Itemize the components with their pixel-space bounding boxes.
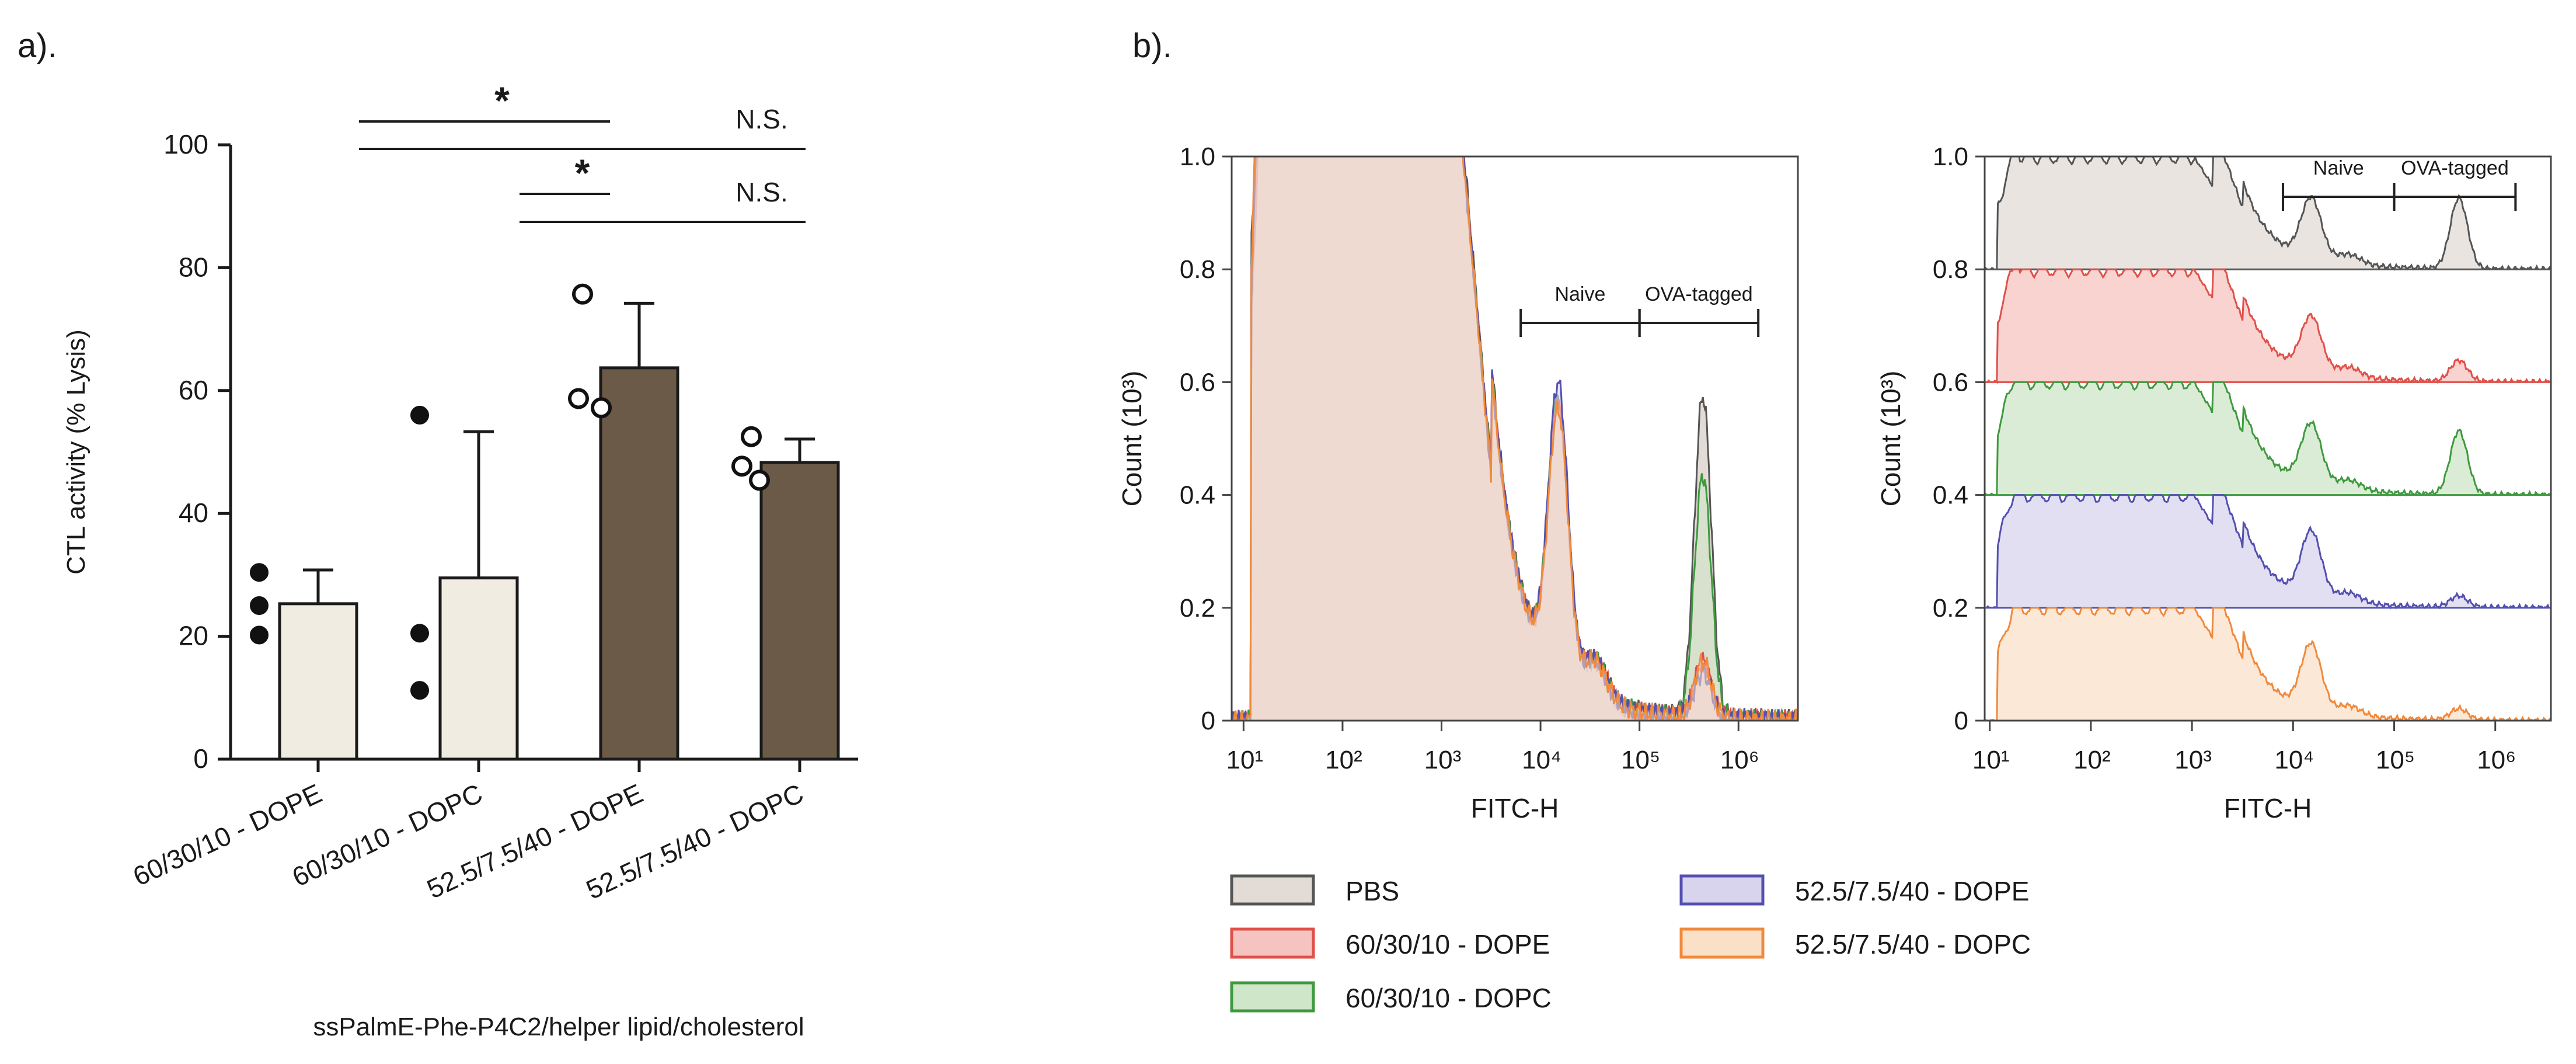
y-tick-label: 0 (1201, 707, 1215, 735)
overlay-histogram-panel: Naive OVA-tagged 10¹ 10² 10³ 10⁴ 10⁵ 10⁶ 00.20… (1117, 142, 1799, 823)
gates: Naive OVA-tagged (1519, 283, 1760, 337)
x-axis-ticks: 10¹ 10² 10³ 10⁴ 10⁵ 10⁶ (1972, 721, 2516, 774)
data-point (749, 470, 770, 491)
y-tick-label: 1.0 (1180, 142, 1215, 171)
bars (278, 301, 840, 761)
y-tick-label: 0.6 (1180, 368, 1215, 397)
y-tick-label: 80 (179, 252, 208, 282)
y-tick-label: 60 (179, 375, 208, 405)
histogram-series-area (1985, 157, 2551, 272)
x-tick-label: 10⁵ (1621, 746, 1660, 774)
gate-label: OVA-tagged (1645, 283, 1753, 305)
bar (278, 602, 358, 761)
data-point (250, 563, 269, 582)
data-point (741, 426, 762, 447)
stacked-histogram-panel: Naive OVA-tagged 10¹ 10² 10³ 10⁴ 10⁵ 10⁶ 00.20… (1876, 142, 2552, 823)
data-point (731, 455, 752, 477)
legend-label: 52.5/7.5/40 - DOPE (1795, 876, 2029, 906)
x-tick-label: 10⁵ (2376, 746, 2415, 774)
data-point (250, 625, 269, 645)
bar (759, 461, 840, 761)
data-point (410, 624, 429, 643)
histogram-series-area (1985, 268, 2551, 384)
histogram-series-area (1232, 157, 1798, 721)
data-point (410, 405, 429, 425)
x-tick-label: 10² (1325, 746, 1362, 774)
y-tick-label: 0.2 (1933, 594, 1968, 623)
legend-swatch (1230, 981, 1315, 1013)
y-axis-ticks: 0 0.2 0.4 0.6 0.8 1.0 (1180, 142, 1232, 735)
data-point (568, 388, 589, 409)
significance-annotations: * N.S. * N.S. (359, 79, 806, 223)
y-axis-ticks: 0 20 40 60 80 100 (163, 129, 231, 774)
plot-frame (1231, 155, 1799, 722)
plot-frame (1984, 155, 2552, 722)
significance-label: N.S. (735, 177, 787, 207)
y-axis-title: Count (10³) (1117, 371, 1147, 507)
gate-label: Naive (1554, 283, 1605, 305)
histogram-series (1985, 157, 2551, 721)
bar (438, 576, 519, 761)
y-tick-label: 0.6 (1933, 368, 1968, 397)
data-point (572, 283, 593, 305)
legend-label: 60/30/10 - DOPC (1345, 983, 1552, 1013)
panel-a-label: a). (18, 27, 57, 65)
legend-label: PBS (1345, 876, 1399, 906)
x-tick-label: 10⁶ (1720, 746, 1759, 774)
data-point (591, 397, 612, 419)
axes (229, 145, 858, 761)
y-tick-label: 0.4 (1933, 481, 1968, 510)
y-tick-label: 40 (179, 498, 208, 528)
y-tick-label: 0.8 (1933, 255, 1968, 284)
legend: PBS 60/30/10 - DOPE 60/30/10 - DOPC 52.5/7.… (1230, 874, 2031, 1013)
y-axis-title: CTL activity (% Lysis) (62, 329, 90, 575)
gate-label: Naive (2313, 157, 2364, 179)
x-tick-label: 10³ (1424, 746, 1462, 774)
x-axis-ticks: 10¹ 10² 10³ 10⁴ 10⁵ 10⁶ (1226, 721, 1759, 774)
y-tick-label: 20 (179, 621, 208, 651)
legend-swatch (1230, 874, 1315, 906)
gates: Naive OVA-tagged (2281, 157, 2517, 211)
x-axis-title: FITC-H (2224, 793, 2312, 823)
legend-swatch (1679, 874, 1765, 906)
y-tick-label: 0.4 (1180, 481, 1215, 510)
y-axis-ticks: 0 0.2 0.4 0.6 0.8 1.0 (1933, 142, 1985, 735)
panel-b-label: b). (1132, 27, 1172, 65)
bar-chart-panel: a). * N.S. * N.S. 0 20 40 60 80 100 60/30/10 - D… (18, 27, 858, 1041)
histogram-series-area (1985, 607, 2551, 721)
x-tick-label: 10⁶ (2477, 746, 2516, 774)
histogram-series-area (1985, 494, 2551, 610)
histogram-series (1232, 157, 1798, 721)
y-tick-label: 1.0 (1933, 142, 1968, 171)
x-tick-label: 10⁴ (1522, 746, 1561, 774)
histogram-series-area (1985, 381, 2551, 497)
x-axis-title: FITC-H (1471, 793, 1559, 823)
y-tick-label: 0 (193, 743, 208, 774)
legend-swatch (1679, 927, 1765, 959)
x-tick-label: 10¹ (1226, 746, 1264, 774)
data-point (410, 681, 429, 700)
y-tick-label: 0 (1954, 707, 1968, 735)
y-tick-label: 0.8 (1180, 255, 1215, 284)
data-points (250, 283, 770, 700)
y-tick-label: 100 (163, 129, 208, 159)
x-axis-title: ssPalmE-Phe-P4C2/helper lipid/cholestero… (313, 1013, 804, 1041)
x-tick-label: 10² (2073, 746, 2111, 774)
significance-label: * (494, 79, 510, 122)
gate-label: OVA-tagged (2401, 157, 2509, 179)
legend-label: 60/30/10 - DOPE (1345, 929, 1550, 959)
y-axis-title: Count (10³) (1876, 371, 1906, 507)
legend-label: 52.5/7.5/40 - DOPC (1795, 929, 2031, 959)
bar (599, 366, 679, 761)
data-point (250, 596, 269, 615)
y-tick-label: 0.2 (1180, 594, 1215, 623)
significance-label: N.S. (735, 104, 787, 134)
x-tick-label: 10³ (2174, 746, 2212, 774)
significance-label: * (575, 151, 590, 194)
x-tick-label: 10⁴ (2274, 746, 2314, 774)
legend-swatch (1230, 927, 1315, 959)
x-tick-label: 10¹ (1972, 746, 2010, 774)
